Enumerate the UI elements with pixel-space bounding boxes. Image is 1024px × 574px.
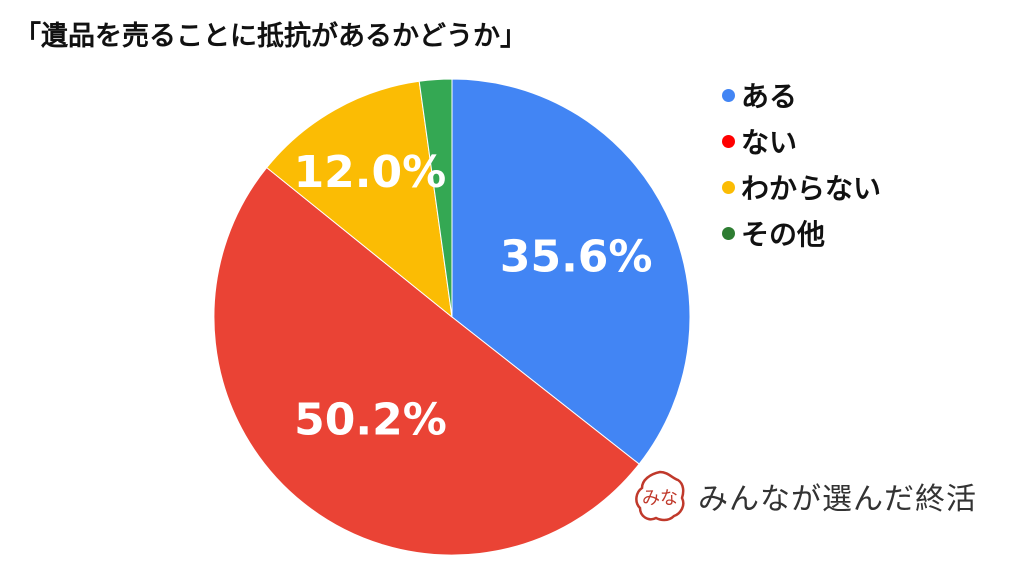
legend-label-nai: ない: [741, 126, 798, 159]
brand-name: みんなが選んだ終活: [698, 482, 977, 517]
legend-item-aru: ある: [722, 72, 881, 118]
legend-item-wakaranai: わからない: [722, 164, 881, 210]
legend-item-sonota: その他: [722, 210, 881, 256]
legend-swatch-nai: [722, 134, 735, 148]
brand-logo-icon: みな: [635, 470, 685, 522]
pie-slice-4: [418, 78, 453, 318]
pie-slice-3: [266, 80, 453, 319]
legend-swatch-sonota: [722, 226, 735, 240]
legend-label-aru: ある: [741, 80, 798, 113]
legend-label-sonota: その他: [741, 218, 826, 251]
brand-watermark: みな みんなが選んだ終活: [632, 468, 977, 524]
pie-slice-label-1: 35.6%: [500, 232, 653, 283]
pie-slice-labels: 35.6% 50.2% 12.0%: [294, 147, 653, 445]
pie-slice-label-2: 50.2%: [294, 394, 447, 445]
legend-item-nai: ない: [722, 118, 881, 164]
legend-swatch-aru: [722, 88, 735, 102]
pie-slice-2: [213, 166, 640, 556]
brand-logo-text: みな: [642, 488, 678, 509]
chart-title: 「遺品を売ることに抵抗があるかどうか」: [14, 21, 527, 52]
legend-label-wakaranai: わからない: [741, 172, 882, 205]
pie-slice-1: [451, 78, 691, 465]
pie-slices: [213, 78, 691, 556]
pie-slice-label-3: 12.0%: [294, 147, 447, 198]
legend-swatch-wakaranai: [722, 180, 735, 194]
chart-legend: ある ない わからない その他: [722, 72, 881, 256]
